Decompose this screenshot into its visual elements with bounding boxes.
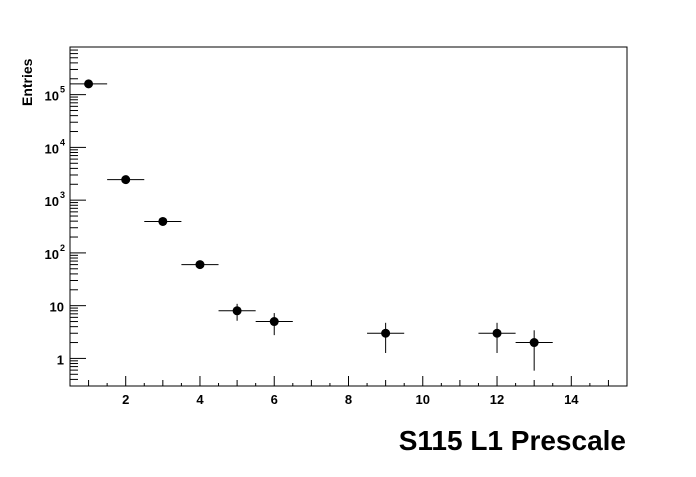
- x-tick-label: 14: [564, 392, 579, 407]
- x-tick-label: 6: [271, 392, 278, 407]
- marker: [121, 175, 131, 185]
- marker: [195, 260, 205, 270]
- y-tick-exponent: 5: [60, 85, 65, 95]
- x-tick-label: 10: [416, 392, 430, 407]
- data-point-13: [515, 330, 553, 371]
- data-point-3: [144, 216, 182, 226]
- y-tick-base: 10: [50, 300, 64, 315]
- y-tick-label: 10 2: [45, 243, 65, 262]
- y-tick-exponent: 2: [60, 243, 65, 253]
- y-tick-label: 10: [50, 300, 64, 315]
- marker: [492, 328, 502, 338]
- y-axis-label: Entries: [19, 58, 35, 106]
- data-point-5: [218, 303, 256, 321]
- y-tick-base: 1: [57, 352, 64, 367]
- y-tick-exponent: 4: [60, 137, 65, 147]
- x-tick-labels: 2 4 6 8 10 12 14: [122, 392, 579, 407]
- x-tick-label: 2: [122, 392, 129, 407]
- x-tick-label: 12: [490, 392, 504, 407]
- y-tick-label: 1: [57, 352, 64, 367]
- data-point-12: [478, 322, 516, 353]
- x-tick-label: 4: [196, 392, 204, 407]
- y-tick-base: 10: [45, 141, 59, 156]
- data-point-6: [255, 313, 293, 336]
- y-tick-base: 10: [45, 194, 59, 209]
- marker: [232, 306, 242, 316]
- x-tick-label: 8: [345, 392, 352, 407]
- marker: [269, 317, 279, 327]
- y-tick-label: 10 5: [45, 85, 65, 104]
- y-tick-exponent: 3: [60, 190, 65, 200]
- data-point-1: [70, 79, 108, 89]
- y-tick-label: 10 3: [45, 190, 65, 209]
- marker: [381, 328, 391, 338]
- y-tick-label: 10 4: [45, 137, 65, 156]
- y-tick-base: 10: [45, 89, 59, 104]
- chart-title: S115 L1 Prescale: [399, 425, 626, 456]
- data-point-9: [367, 322, 405, 353]
- marker: [529, 338, 539, 348]
- axis-ticks: [70, 46, 609, 387]
- data-point-2: [107, 175, 145, 185]
- data-point-4: [181, 260, 219, 270]
- plot-frame: [69, 46, 628, 387]
- marker: [158, 216, 168, 226]
- marker: [84, 79, 94, 89]
- y-tick-base: 10: [45, 247, 59, 262]
- data-points: [70, 79, 553, 371]
